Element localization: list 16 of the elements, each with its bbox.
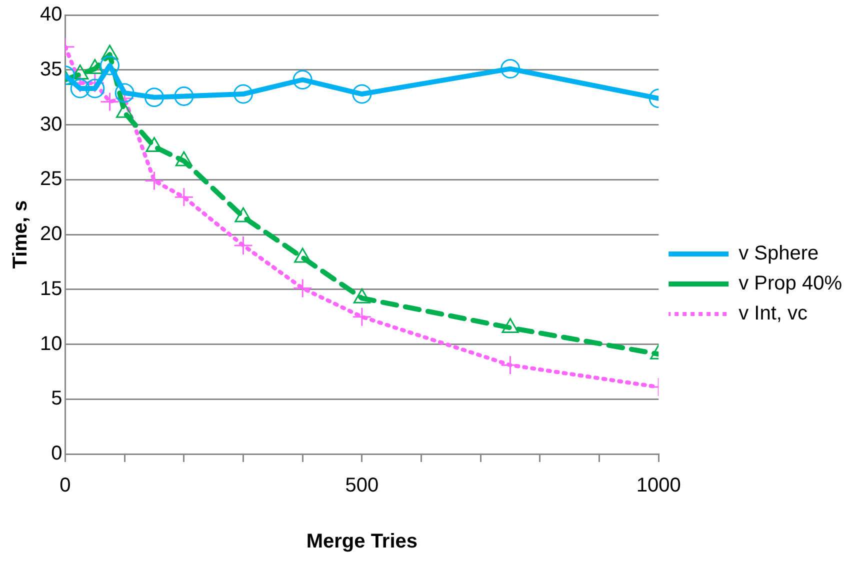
y-tick-label: 35 bbox=[40, 58, 62, 80]
y-tick-label: 30 bbox=[40, 113, 62, 136]
y-axis-title: Time, s bbox=[10, 200, 32, 269]
y-tick-label: 15 bbox=[40, 278, 62, 300]
x-tick-label: 500 bbox=[345, 474, 379, 497]
y-tick-label: 0 bbox=[51, 442, 62, 465]
legend-label: v Prop 40% bbox=[738, 272, 842, 295]
x-tick-label: 1000 bbox=[636, 474, 681, 497]
y-tick-label: 25 bbox=[40, 168, 62, 190]
y-tick-label: 10 bbox=[40, 332, 62, 355]
y-tick-label: 20 bbox=[40, 223, 62, 246]
y-tick-label: 40 bbox=[40, 4, 62, 26]
legend-label: v Int, vc bbox=[738, 302, 808, 325]
legend-label: v Sphere bbox=[738, 242, 819, 265]
x-axis-title: Merge Tries bbox=[306, 530, 418, 553]
y-tick-label: 5 bbox=[51, 388, 62, 410]
